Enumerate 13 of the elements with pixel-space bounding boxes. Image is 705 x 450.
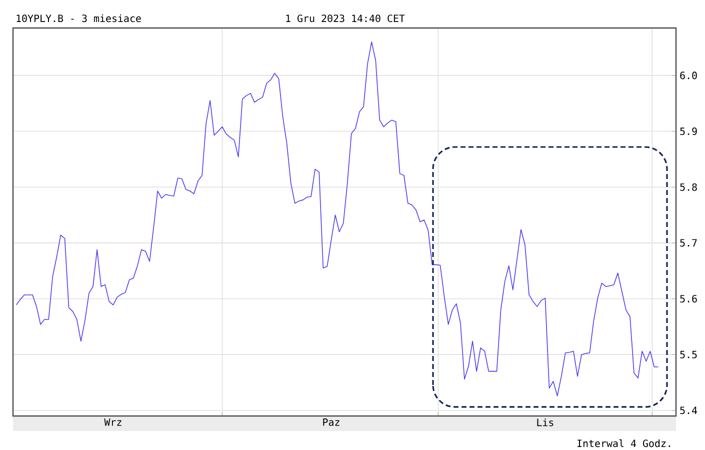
y-tick-label: 5.9 [680,127,697,136]
x-tick-label: Lis [537,418,554,426]
chart-title: 10YPLY.B - 3 miesiace [16,14,141,22]
y-tick-label: 5.6 [680,294,697,303]
y-tick-label: 5.4 [680,406,698,414]
chart-subtitle: 1 Gru 2023 14:40 CET [286,14,405,22]
x-tick-label: Wrz [104,418,122,426]
y-tick-label: 5.8 [680,183,697,191]
y-tick-label: 5.7 [680,239,697,247]
y-tick-label: 6.0 [680,72,697,80]
y-tick-label: 5.5 [680,350,697,358]
x-tick-label: Paz [323,418,340,426]
text: Interwal 4 Godz. [578,439,670,448]
